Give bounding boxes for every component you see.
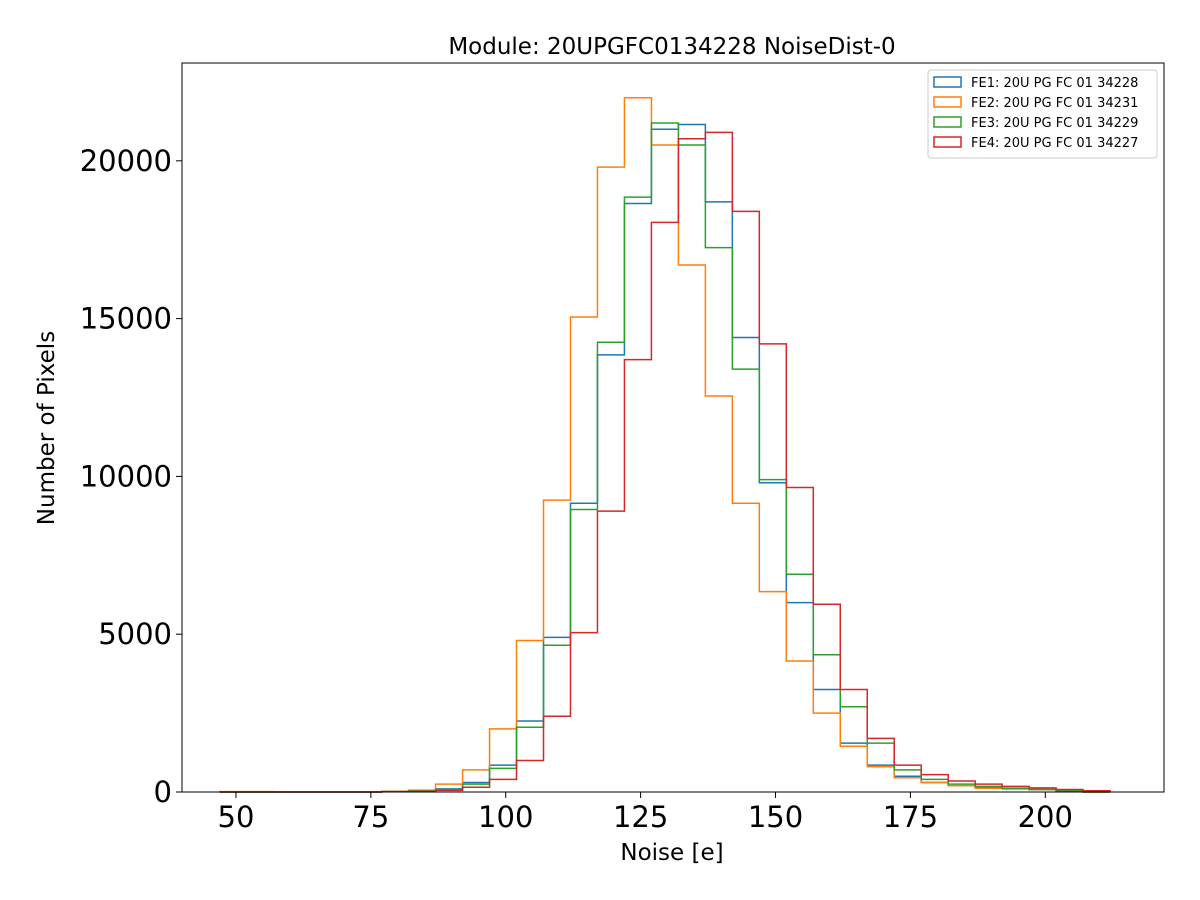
legend-swatch [933,116,962,128]
x-tick-label: 175 [883,800,938,834]
chart-title: Module: 20UPGFC0134228 NoiseDist-0 [448,34,895,60]
x-tick-label: 200 [1018,800,1073,834]
y-tick-label: 15000 [80,302,172,336]
y-axis-label: Number of Pixels [34,331,60,525]
y-tick-label: 20000 [80,144,172,178]
legend-swatch [933,96,962,108]
y-tick-label: 10000 [80,459,172,493]
x-axis-ticks: 50 75 100 125 150 175 200 [218,792,1073,834]
y-tick-label: 5000 [98,617,172,651]
legend: FE1: 20U PG FC 01 34228 FE2: 20U PG FC 01… [927,69,1158,159]
x-tick-label: 100 [478,800,533,834]
x-tick-label: 125 [613,800,668,834]
y-tick-label: 0 [154,775,172,809]
x-axis-label: Noise [e] [620,840,723,866]
legend-box [927,69,1158,159]
series-step-fe4 [219,131,1111,793]
y-axis-ticks: 0 5000 10000 15000 20000 [80,144,182,809]
legend-entry: FE1: 20U PG FC 01 34228 [971,76,1138,91]
x-tick-label: 75 [352,800,389,834]
legend-entry: FE2: 20U PG FC 01 34231 [971,96,1138,111]
plot-area-frame [181,62,1165,793]
legend-swatch [933,76,962,88]
series-layer [219,96,1111,793]
x-tick-label: 150 [748,800,803,834]
legend-swatch [933,136,962,148]
legend-entry: FE3: 20U PG FC 01 34229 [971,116,1138,131]
x-tick-label: 50 [218,800,255,834]
legend-entry: FE4: 20U PG FC 01 34227 [971,136,1138,151]
